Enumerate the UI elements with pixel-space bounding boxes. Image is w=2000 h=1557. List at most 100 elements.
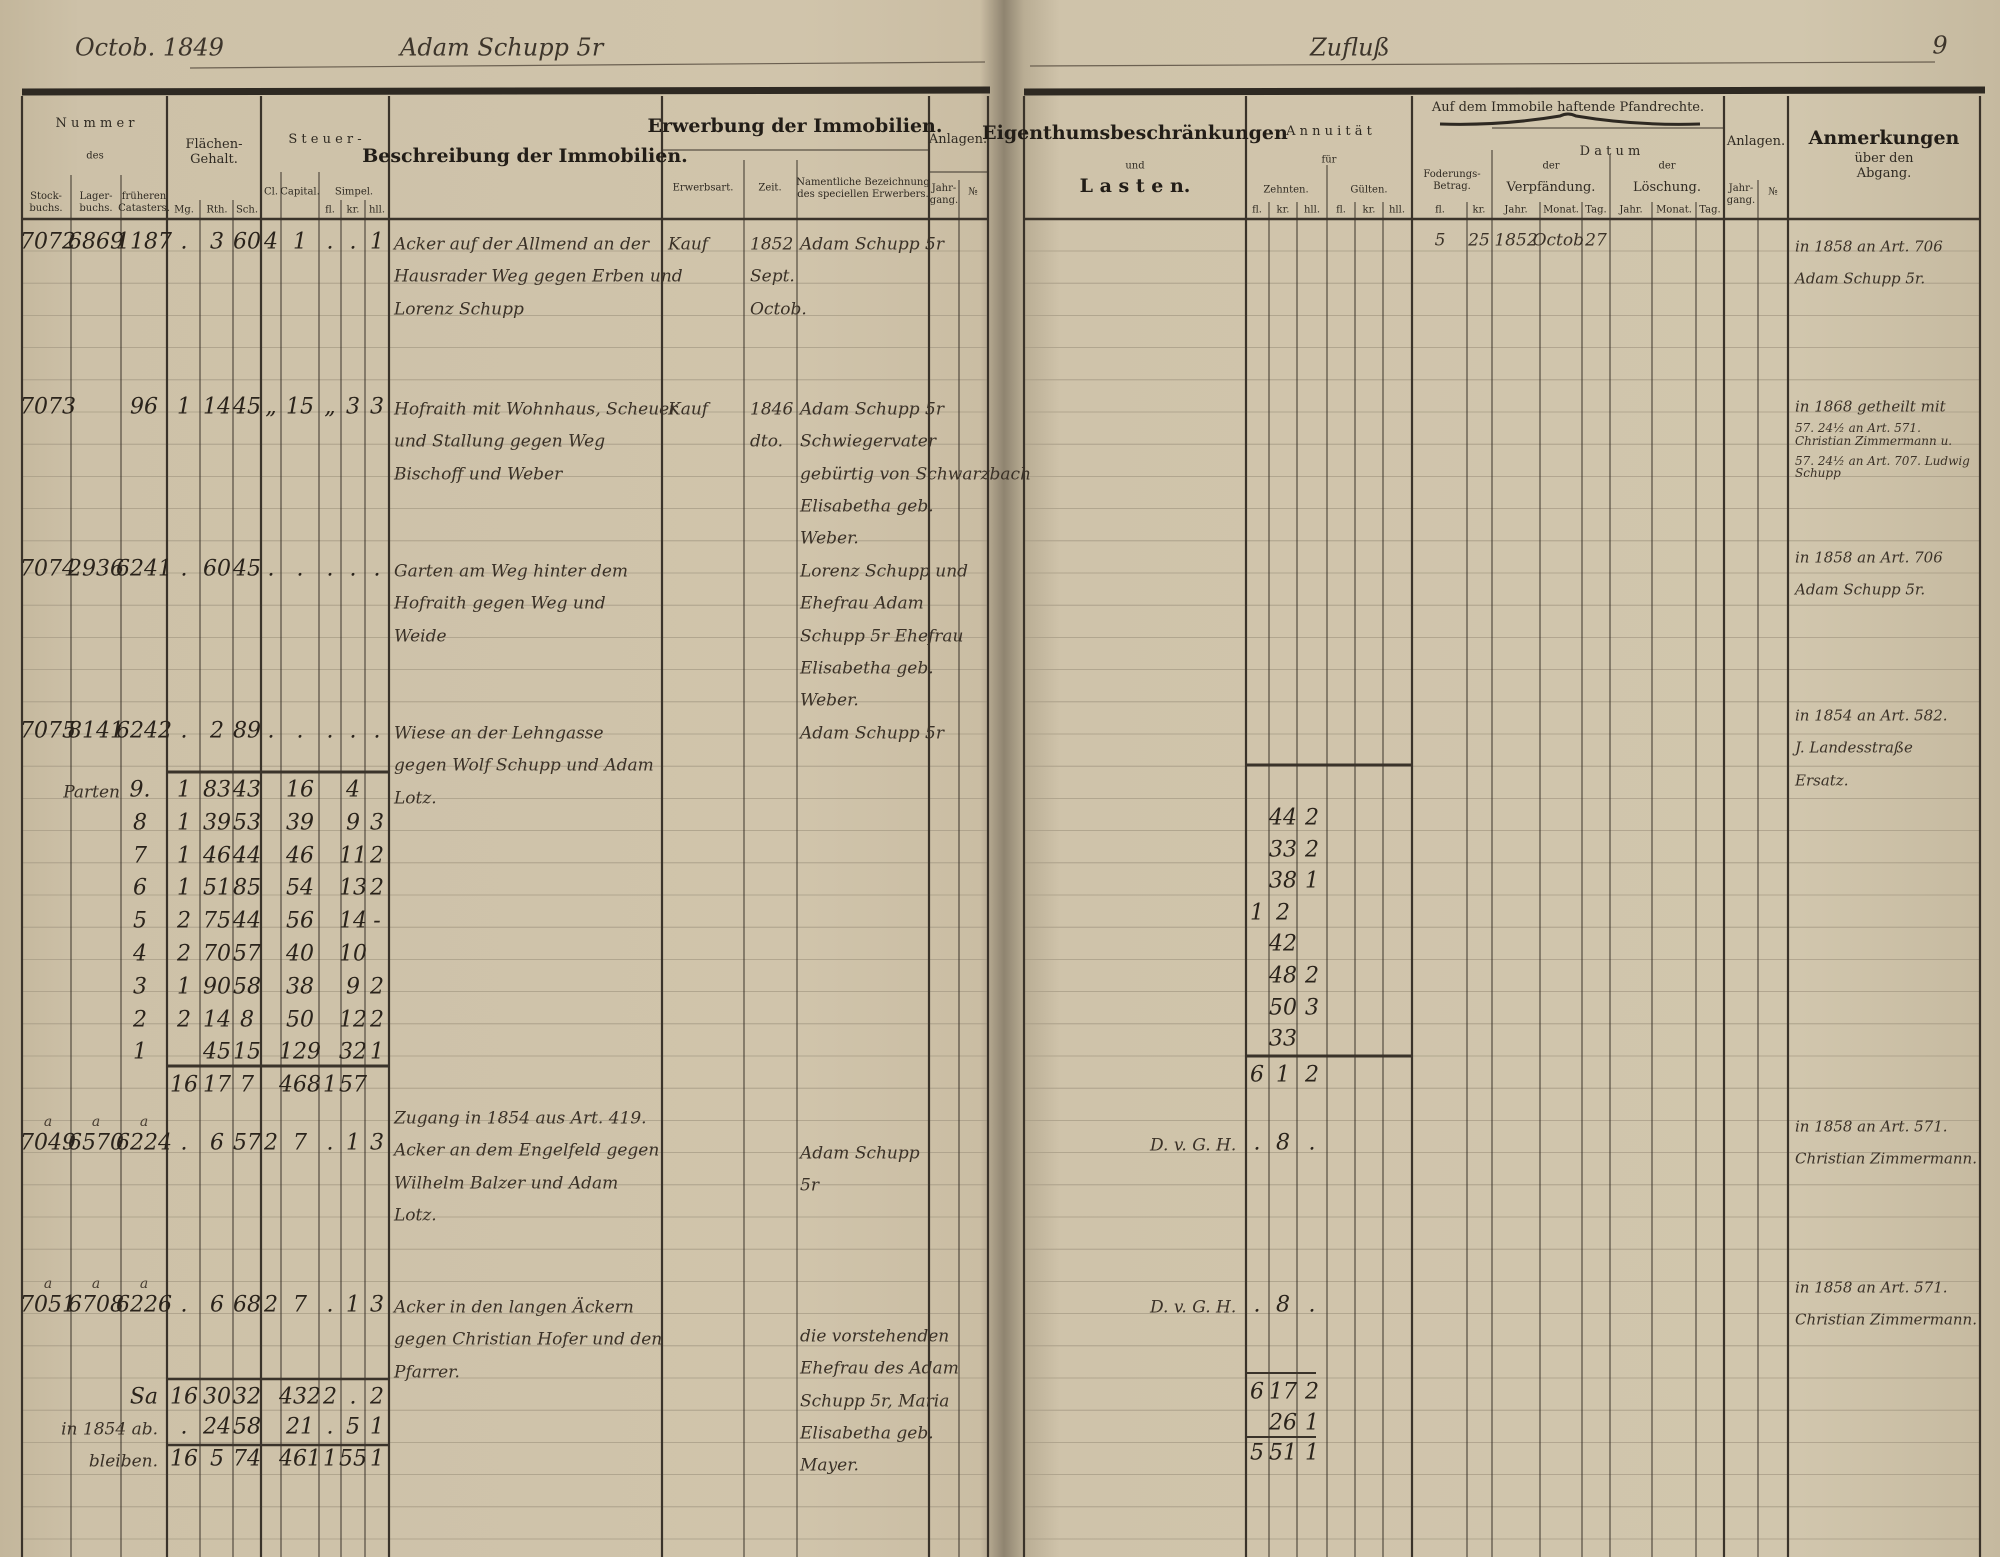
- header-mg: Mg.: [174, 204, 194, 216]
- header-steuer: S t e u e r -: [288, 132, 362, 148]
- entry-cl: .: [267, 556, 275, 582]
- entry-stock-number: 7051: [20, 1292, 76, 1318]
- part-rth: 39: [203, 810, 231, 836]
- entry-kr: .: [349, 556, 357, 582]
- part-annuity-z-kr: 42: [1269, 932, 1297, 958]
- part-capital: 39: [286, 810, 314, 836]
- summary-mg: 16: [170, 1384, 198, 1410]
- entry-sch: 89: [233, 718, 261, 744]
- part-kr: 10: [339, 941, 367, 967]
- summary-kr: 5: [346, 1414, 360, 1440]
- part-annuity-z-kr: 33: [1269, 837, 1297, 863]
- header-l-monat: Monat.: [1656, 204, 1692, 216]
- entry-remark-line: Christian Zimmermann.: [1795, 1149, 1977, 1168]
- entry-acquirer-line: Adam Schupp 5r: [800, 234, 944, 255]
- entry-stock-number: 7073: [20, 394, 76, 420]
- part-capital: 54: [286, 876, 314, 902]
- part-capital: 40: [286, 941, 314, 967]
- header-no: №: [1768, 186, 1778, 198]
- part-number: 8: [133, 810, 147, 836]
- part-kr: 11: [339, 843, 367, 869]
- top-rule: [21, 86, 991, 96]
- header-anlagen: Anlagen.: [1726, 134, 1786, 150]
- entry-capital: 7: [293, 1130, 307, 1156]
- entry-acquirer-line: gebürtig von Schwarzbach: [800, 464, 1032, 485]
- part-rth: 51: [203, 876, 231, 902]
- part-rth: 70: [203, 941, 231, 967]
- entry-mg: .: [180, 556, 188, 582]
- entry-remark-line: Adam Schupp 5r.: [1795, 580, 1926, 599]
- entry-rth: 6: [210, 1130, 224, 1156]
- part-annuity-z-kr: 50: [1269, 995, 1297, 1021]
- entry-sch: 45: [233, 556, 261, 582]
- part-annuity-z-hll: 2: [1305, 805, 1319, 831]
- entry-kr: .: [349, 718, 357, 744]
- entry-remark-line: in 1858 an Art. 706: [1795, 548, 1943, 567]
- summary-annuity-z-hll: 2: [1305, 1379, 1319, 1405]
- entry-frueher-number: 96: [130, 394, 158, 420]
- summary-annuity-z-hll: 1: [1305, 1440, 1319, 1466]
- header-loeschung: Löschung.: [1633, 180, 1701, 196]
- entry-annuity-z-hll: .: [1308, 1130, 1316, 1156]
- entry-description-line: Hausrader Weg gegen Erben und: [394, 266, 683, 287]
- entry-rth: 6: [210, 1292, 224, 1318]
- entry-acquirer-line: Weber.: [800, 528, 859, 549]
- entry-hll: 3: [370, 1130, 384, 1156]
- part-mg: 1: [177, 810, 191, 836]
- summary-mg: 16: [170, 1446, 198, 1472]
- part-annuity-z-hll: 2: [1305, 837, 1319, 863]
- header-frueheren-catasters: früheren Catasters.: [118, 191, 170, 214]
- entry-sch: 60: [233, 229, 261, 255]
- entry-acquisition-time: 1846: [750, 399, 794, 420]
- header-der-2: der: [1658, 160, 1676, 172]
- parts-total-sch: 7: [240, 1072, 254, 1098]
- entry-description-line: Zugang in 1854 aus Art. 419.: [394, 1108, 647, 1129]
- entry-hll: 3: [370, 1292, 384, 1318]
- summary-annuity-z-hll: 1: [1305, 1410, 1319, 1436]
- entry-acquirer-line: 5r: [800, 1175, 819, 1196]
- part-annuity-z-kr: 38: [1269, 868, 1297, 894]
- header-zeit: Zeit.: [758, 182, 782, 194]
- entry-mark: a: [91, 1275, 101, 1292]
- entry-sch: 45: [233, 394, 261, 420]
- summary-capital: 461: [279, 1446, 321, 1472]
- entry-fl: „: [324, 394, 336, 420]
- part-number: 4: [133, 941, 147, 967]
- entry-description-line: Wiese an der Lehngasse: [394, 723, 604, 744]
- entry-acquisition-time: Octob.: [750, 299, 807, 320]
- entry-acquisition-time: dto.: [750, 431, 784, 452]
- part-number: 9.: [129, 777, 151, 803]
- header-no: №: [968, 186, 978, 198]
- summary-annuity-z-kr: 17: [1269, 1379, 1297, 1405]
- entry-annuity-z-kr: 8: [1276, 1130, 1290, 1156]
- entry-acquirer-line: Lorenz Schupp und: [800, 561, 969, 582]
- header-v-jahr: Jahr.: [1504, 204, 1528, 216]
- entry-remark-line: in 1858 an Art. 571.: [1795, 1278, 1948, 1297]
- entry-remark-line: Adam Schupp 5r.: [1795, 269, 1926, 288]
- part-annuity-z-kr: 48: [1269, 963, 1297, 989]
- entry-lien-v-jahr: 1852: [1494, 230, 1538, 251]
- summary-fl: 2: [323, 1384, 337, 1410]
- part-kr: 9: [346, 974, 360, 1000]
- entry-acquisition-time: 1852: [750, 234, 794, 255]
- part-mg: 1: [177, 843, 191, 869]
- entry-lager-number: 6708: [68, 1292, 124, 1318]
- entry-description-line: Bischoff und Weber: [394, 464, 563, 485]
- heading-date: Octob. 1849: [75, 33, 224, 62]
- entry-mg: .: [180, 229, 188, 255]
- entry-mg: .: [180, 1292, 188, 1318]
- entry-remark-line: in 1858 an Art. 571.: [1795, 1117, 1948, 1136]
- entry-description-line: Lotz.: [394, 1205, 437, 1226]
- header-fl: fl.: [325, 204, 335, 216]
- entry-lager-number: 2936: [68, 556, 124, 582]
- entry-acquirer-line: Adam Schupp 5r: [800, 399, 944, 420]
- entry-rth: 3: [210, 229, 224, 255]
- parts-total-kr: 57: [339, 1072, 367, 1098]
- summary-annuity-z-fl: 5: [1250, 1440, 1264, 1466]
- entry-kr: 1: [346, 1292, 360, 1318]
- summary-kr: 55: [339, 1446, 367, 1472]
- summary-fl: 1: [323, 1446, 337, 1472]
- header-der-1: der: [1542, 160, 1560, 172]
- entry-capital: 7: [293, 1292, 307, 1318]
- header-cl: Cl.: [263, 186, 279, 198]
